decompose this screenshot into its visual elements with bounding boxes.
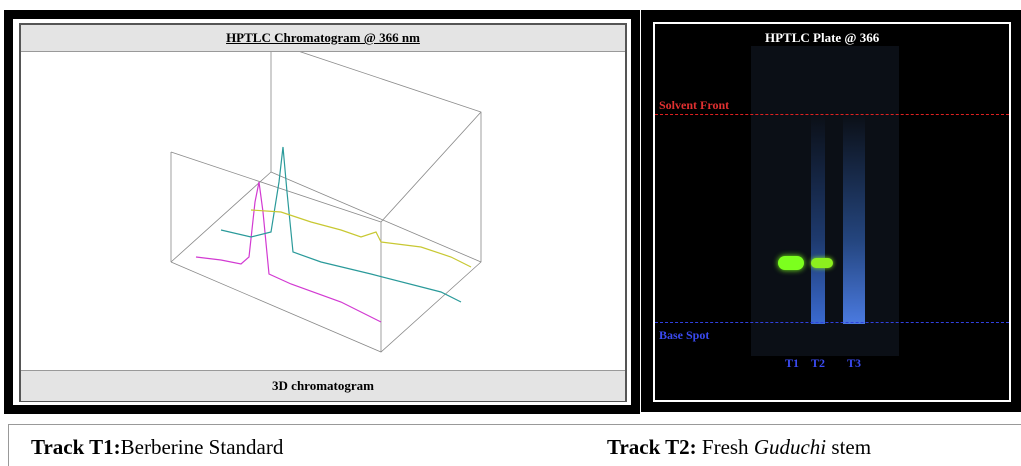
right-panel: HPTLC Plate @ 366 Solvent Front Base Spo… xyxy=(641,10,1021,412)
caption-t2: Track T2: Fresh Guduchi stem xyxy=(607,435,871,460)
caption-text: stem xyxy=(831,435,871,459)
chromatogram-3d xyxy=(21,52,625,370)
caption-text: Berberine Standard xyxy=(121,435,284,459)
track-label: T3 xyxy=(847,356,861,371)
track-label: T1 xyxy=(785,356,799,371)
left-footer-text: 3D chromatogram xyxy=(272,378,374,393)
right-inner: HPTLC Plate @ 366 Solvent Front Base Spo… xyxy=(653,22,1011,402)
right-title: HPTLC Plate @ 366 xyxy=(765,30,879,46)
spot-t2 xyxy=(811,258,833,268)
spot-t1 xyxy=(778,256,804,270)
left-footer: 3D chromatogram xyxy=(21,370,625,401)
plate xyxy=(751,46,899,356)
left-title: HPTLC Chromatogram @ 366 nm xyxy=(226,30,420,45)
trace-t3 xyxy=(251,210,471,267)
lane-t2 xyxy=(811,114,825,324)
caption-t1: Track T1:Berberine Standard xyxy=(31,435,283,460)
caption-italic: Guduchi xyxy=(754,435,826,459)
solvent-front-label: Solvent Front xyxy=(659,98,729,113)
caption-label: Track T1: xyxy=(31,435,121,459)
solvent-front-line xyxy=(655,114,1009,115)
caption-label: Track T2: xyxy=(607,435,697,459)
left-header: HPTLC Chromatogram @ 366 nm xyxy=(21,25,625,52)
left-panel: HPTLC Chromatogram @ 366 nm 3D chromatog… xyxy=(4,10,640,414)
left-inner: HPTLC Chromatogram @ 366 nm 3D chromatog… xyxy=(19,23,627,402)
track-label: T2 xyxy=(811,356,825,371)
trace-t2 xyxy=(221,147,461,302)
base-spot-line xyxy=(655,322,1009,323)
axes-box xyxy=(171,52,481,352)
base-spot-label: Base Spot xyxy=(659,328,709,343)
caption-text: Fresh xyxy=(702,435,749,459)
caption-box: Track T1:Berberine Standard Track T2: Fr… xyxy=(8,424,1021,466)
lane-t3 xyxy=(843,114,865,324)
page: HPTLC Chromatogram @ 366 nm 3D chromatog… xyxy=(0,0,1021,465)
